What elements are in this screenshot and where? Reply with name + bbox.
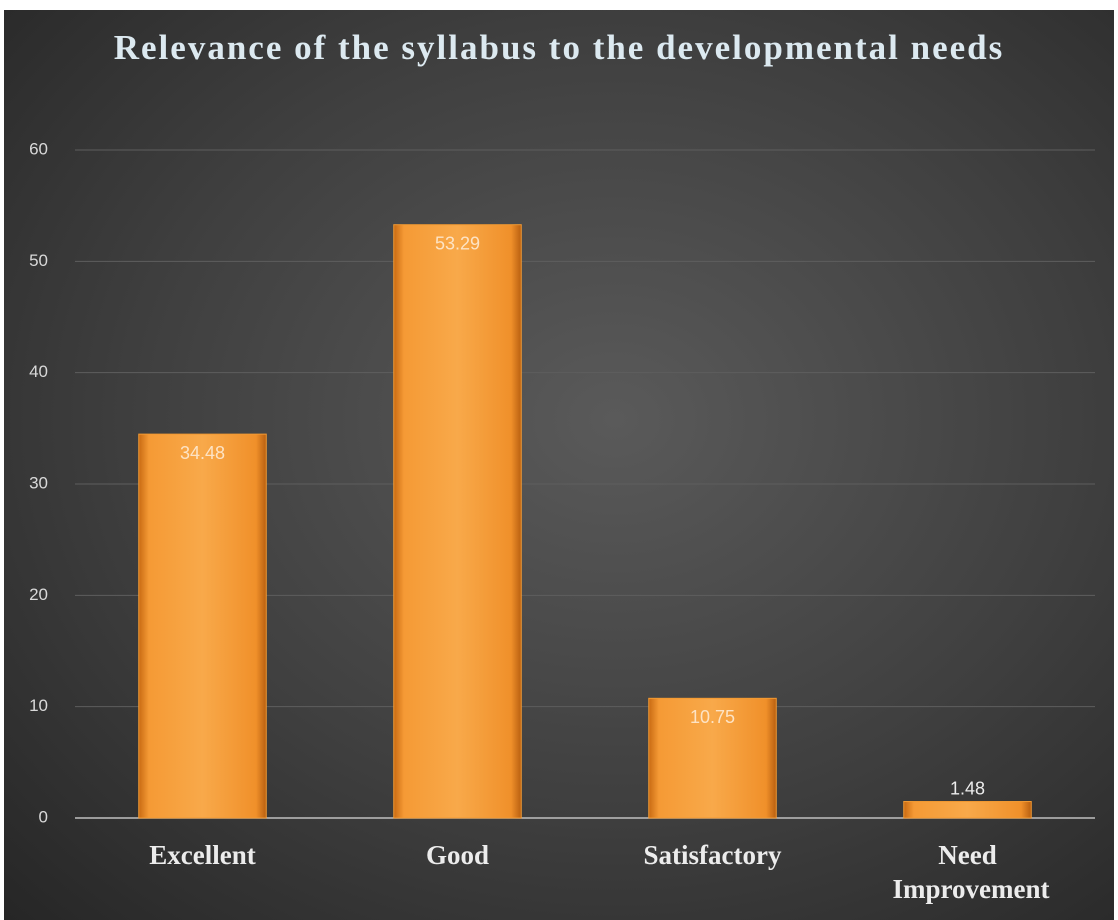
y-tick-label: 60: [29, 139, 48, 158]
data-label: 1.48: [950, 778, 985, 798]
y-tick-label: 40: [29, 362, 48, 381]
bar: [138, 433, 267, 819]
data-label: 10.75: [690, 707, 735, 727]
bar: [648, 697, 777, 819]
x-tick-label: Excellent: [149, 840, 256, 870]
chart-title: Relevance of the syllabus to the develop…: [113, 28, 1005, 67]
x-tick-label: Good: [425, 840, 490, 870]
y-tick-label: 20: [29, 585, 48, 604]
y-tick-label: 0: [39, 807, 48, 826]
x-tick-label: Need Improvement: [892, 840, 1050, 904]
x-tick-label: Satisfactory: [643, 840, 782, 870]
bar: [393, 224, 522, 819]
data-label: 53.29: [435, 233, 480, 253]
y-tick-label: 30: [29, 473, 48, 492]
y-tick-label: 10: [29, 696, 48, 715]
y-tick-label: 50: [29, 251, 48, 270]
data-label: 34.48: [180, 443, 225, 463]
bar: [903, 801, 1032, 819]
